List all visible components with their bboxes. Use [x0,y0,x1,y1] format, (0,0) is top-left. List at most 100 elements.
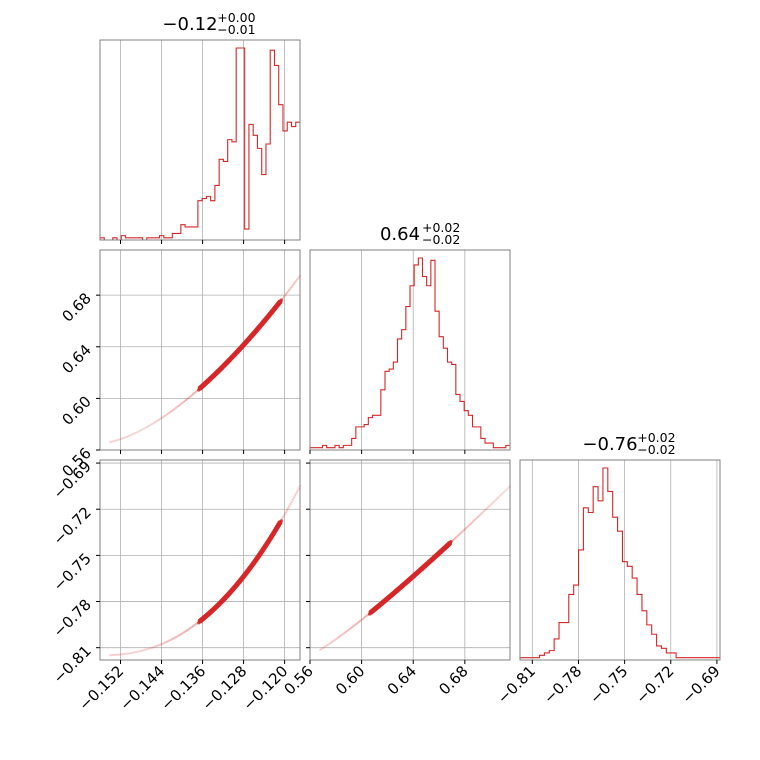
param-title-2: −0.76 [582,434,637,455]
scatter-p0_p1 [108,274,302,444]
scatter-point [346,629,349,633]
scatter-point [291,284,295,287]
scatter-point [471,520,475,523]
scatter-point [145,425,149,429]
scatter-point [161,642,164,646]
scatter-point [124,652,127,656]
scatter-point [188,627,191,630]
scatter-point [147,647,151,650]
x-tick-label: −0.69 [679,662,724,707]
scatter-point [143,427,146,430]
scatter-point [151,646,154,649]
scatter-point [283,294,286,298]
scatter-point [142,649,145,652]
scatter-point [109,440,113,444]
scatter-point [187,396,190,400]
scatter-p0_p2 [108,484,302,657]
scatter-point [284,293,287,296]
scatter-point [161,416,164,419]
scatter-point [485,507,488,511]
scatter-point [113,653,116,657]
scatter-point [295,491,298,495]
scatter-point [137,650,140,653]
scatter-point [276,523,280,527]
scatter-point [172,408,176,411]
scatter-point [470,521,474,524]
scatter-point [180,402,183,406]
scatter-point [191,392,195,396]
scatter-point [477,514,481,518]
scatter-point [446,544,450,548]
scatter-point [109,653,113,657]
x-tick-label: −0.128 [198,662,250,714]
scatter-point [360,618,363,621]
scatter-point [168,411,171,414]
scatter-point [297,487,301,490]
scatter-point [168,639,171,642]
scatter-point [352,625,355,628]
scatter-point [126,435,130,438]
scatter-point [162,642,165,645]
scatter-point [291,498,295,501]
scatter-point [486,506,489,510]
scatter-point [279,298,283,302]
scatter-point [290,500,293,504]
scatter-point [166,412,170,415]
scatter-point [488,504,492,507]
scatter-point [504,489,507,492]
scatter-point [188,395,191,399]
scatter-point [290,285,293,289]
scatter-point [456,534,459,538]
x-tick-label: 0.60 [332,662,368,698]
scatter-point [297,276,301,279]
y-tick-label: 0.64 [58,341,94,377]
scatter-point [140,428,144,431]
scatter-point [150,646,153,650]
scatter-point [159,643,163,646]
scatter-point [468,523,471,527]
x-tick-label: −0.72 [632,662,677,707]
scatter-point [136,650,139,654]
scatter-point [318,648,322,652]
scatter-point [152,645,156,649]
scatter-point [165,640,169,643]
scatter-point [137,430,140,433]
scatter-point [460,531,463,534]
x-tick-label: 0.56 [280,662,316,698]
scatter-point [334,638,337,641]
scatter-point [328,642,331,645]
scatter-point [157,418,160,422]
x-tick-label: −0.152 [75,662,127,714]
scatter-point [194,390,197,394]
scatter-point [147,424,151,427]
scatter-point [279,299,283,302]
scatter-point [282,515,285,518]
scatter-point [111,440,114,443]
panel-frame-2-2 [519,459,721,661]
scatter-point [136,430,139,434]
scatter-point [355,622,359,625]
scatter-point [180,632,183,636]
param-title-1: 0.64 [380,224,420,245]
param-title-minus-2: −0.02 [637,442,675,457]
scatter-point [156,419,159,422]
scatter-point [150,423,153,426]
scatter-point [457,533,461,537]
scatter-point [492,501,495,504]
x-tick-label: −0.75 [586,662,631,707]
scatter-point [466,525,469,529]
scatter-point [112,653,115,657]
scatter-point [155,645,158,648]
scatter-point [480,512,483,515]
scatter-point [319,648,323,651]
scatter-point [342,632,345,635]
scatter-point [458,532,462,535]
scatter-point [483,508,487,512]
param-title-0: −0.12 [162,14,217,35]
scatter-point [127,434,131,438]
scatter-point [476,515,480,519]
scatter-point [155,420,158,423]
scatter-point [169,638,172,642]
scatter-point [190,393,194,397]
scatter-point [117,438,120,442]
